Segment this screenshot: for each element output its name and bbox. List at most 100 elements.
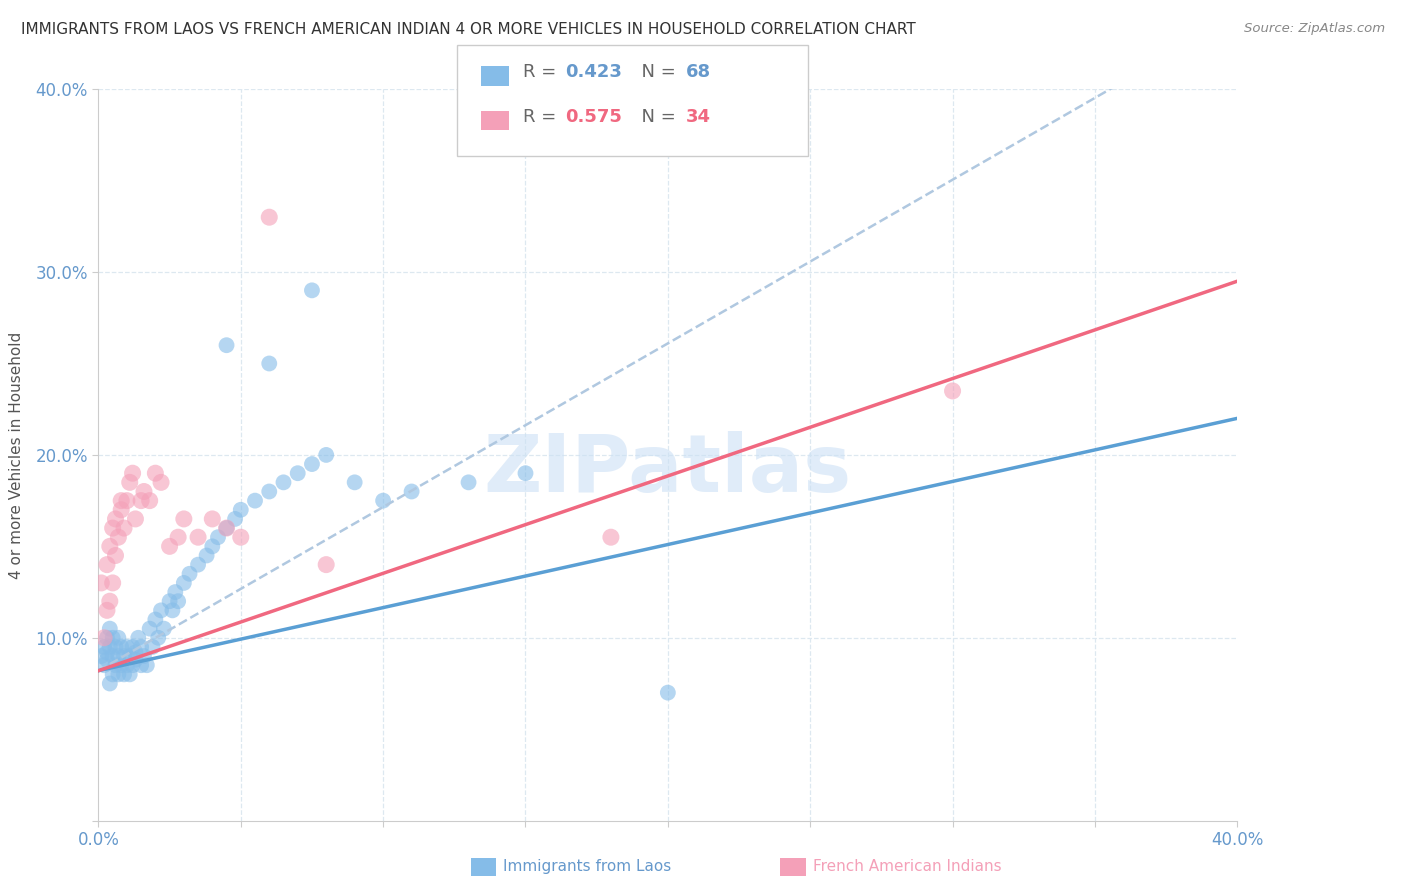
Point xyxy=(110,658,132,673)
Point xyxy=(129,658,152,673)
Point xyxy=(98,622,121,636)
Point xyxy=(457,475,479,490)
Point xyxy=(187,558,209,572)
Point xyxy=(201,539,224,553)
Point xyxy=(315,558,337,572)
Point xyxy=(118,475,141,490)
Point xyxy=(159,539,181,553)
Point xyxy=(301,284,323,298)
Point xyxy=(96,558,118,572)
Point xyxy=(93,631,115,645)
Point xyxy=(215,521,238,535)
Text: N =: N = xyxy=(630,63,682,81)
Point xyxy=(148,631,170,645)
Point xyxy=(98,640,121,654)
Point xyxy=(129,640,152,654)
Text: R =: R = xyxy=(523,108,562,126)
Point xyxy=(96,631,118,645)
Point xyxy=(115,658,138,673)
Text: Source: ZipAtlas.com: Source: ZipAtlas.com xyxy=(1244,22,1385,36)
Point xyxy=(173,512,195,526)
Point xyxy=(657,686,679,700)
Text: Immigrants from Laos: Immigrants from Laos xyxy=(503,859,672,873)
Point xyxy=(195,549,218,563)
Point xyxy=(112,667,135,681)
Point xyxy=(942,384,965,398)
Point xyxy=(115,493,138,508)
Point xyxy=(159,594,181,608)
Text: IMMIGRANTS FROM LAOS VS FRENCH AMERICAN INDIAN 4 OR MORE VEHICLES IN HOUSEHOLD C: IMMIGRANTS FROM LAOS VS FRENCH AMERICAN … xyxy=(21,22,915,37)
Point xyxy=(179,566,201,581)
Text: 34: 34 xyxy=(686,108,711,126)
Point xyxy=(107,631,129,645)
Text: 0.575: 0.575 xyxy=(565,108,621,126)
Point xyxy=(96,653,118,667)
Point xyxy=(101,631,124,645)
Point xyxy=(129,493,152,508)
Y-axis label: 4 or more Vehicles in Household: 4 or more Vehicles in Household xyxy=(10,331,24,579)
Text: 68: 68 xyxy=(686,63,711,81)
Point xyxy=(112,521,135,535)
Point xyxy=(112,649,135,664)
Point xyxy=(124,653,146,667)
Point xyxy=(107,649,129,664)
Point xyxy=(132,649,155,664)
Point xyxy=(150,475,173,490)
Point xyxy=(121,466,143,480)
Point xyxy=(145,613,167,627)
Point xyxy=(104,549,127,563)
Point xyxy=(201,512,224,526)
Point xyxy=(98,539,121,553)
Point xyxy=(401,484,423,499)
Point xyxy=(118,667,141,681)
Point xyxy=(121,658,143,673)
Point xyxy=(124,645,146,659)
Point xyxy=(93,640,115,654)
Text: N =: N = xyxy=(630,108,682,126)
Point xyxy=(315,448,337,462)
Point xyxy=(138,493,160,508)
Point xyxy=(127,631,149,645)
Point xyxy=(104,658,127,673)
Point xyxy=(90,576,112,591)
Point xyxy=(187,530,209,544)
Point xyxy=(138,622,160,636)
Point xyxy=(229,530,252,544)
Point xyxy=(110,493,132,508)
Point xyxy=(101,667,124,681)
Point xyxy=(150,603,173,617)
Point xyxy=(107,667,129,681)
Point xyxy=(98,594,121,608)
Point xyxy=(287,466,309,480)
Point xyxy=(173,576,195,591)
Point xyxy=(229,503,252,517)
Point xyxy=(343,475,366,490)
Point xyxy=(110,640,132,654)
Point xyxy=(145,466,167,480)
Point xyxy=(101,649,124,664)
Point xyxy=(96,645,118,659)
Point xyxy=(135,658,157,673)
Point xyxy=(515,466,537,480)
Point xyxy=(110,503,132,517)
Point xyxy=(124,512,146,526)
Point xyxy=(215,338,238,352)
Text: ZIPatlas: ZIPatlas xyxy=(484,431,852,508)
Point xyxy=(132,484,155,499)
Point xyxy=(165,585,187,599)
Point xyxy=(259,210,281,224)
Point xyxy=(90,649,112,664)
Point xyxy=(207,530,229,544)
Point xyxy=(141,640,163,654)
Point xyxy=(167,530,190,544)
Point xyxy=(167,594,190,608)
Point xyxy=(107,530,129,544)
Point xyxy=(224,512,246,526)
Text: 0.423: 0.423 xyxy=(565,63,621,81)
Point xyxy=(162,603,184,617)
Point xyxy=(98,676,121,690)
Point xyxy=(373,493,395,508)
Point xyxy=(118,649,141,664)
Point xyxy=(600,530,623,544)
Point xyxy=(215,521,238,535)
